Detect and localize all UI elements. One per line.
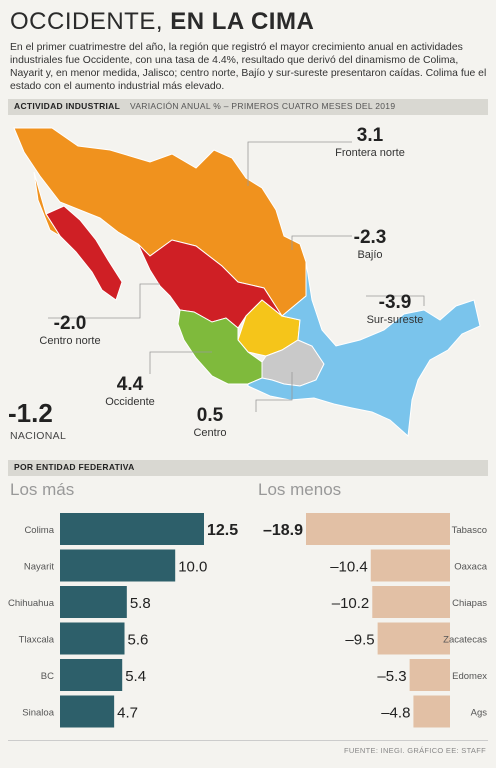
map-band-label: ACTIVIDAD INDUSTRIAL: [14, 101, 121, 111]
source-note: FUENTE: INEGI. GRÁFICO EE: STAFF: [344, 746, 486, 755]
map-section-band: ACTIVIDAD INDUSTRIAL VARIACIÓN ANUAL % –…: [8, 99, 488, 115]
leader-lines: [48, 141, 425, 412]
bar-mas-tlaxcala: [60, 622, 125, 655]
column-head-top: Los más: [10, 480, 75, 499]
bar-mas-bc: [60, 659, 123, 691]
region-label-frontera-norte: 3.1 Frontera norte: [335, 125, 405, 159]
region-label-centro: 0.5 Centro: [193, 405, 227, 439]
bar-menos-ags: [413, 695, 450, 728]
states-band-label: POR ENTIDAD FEDERATIVA: [14, 462, 135, 472]
data-label-menos: –10.4: [330, 559, 368, 576]
page-title: OCCIDENTE, EN LA CIMA: [10, 8, 314, 36]
category-label-menos: Ags: [471, 708, 488, 719]
bar-menos-oaxaca: [370, 549, 450, 582]
region-label-occidente: 4.4 Occidente: [105, 374, 155, 408]
mexico-map: [13, 127, 481, 438]
region-label-sur-sureste: -3.9 Sur-sureste: [366, 292, 424, 326]
data-label-menos: –18.9: [263, 522, 303, 539]
region-label-centro-norte: -2.0 Centro norte: [39, 313, 101, 347]
title-bold: EN LA CIMA: [170, 8, 315, 35]
region-sur-sureste: [247, 261, 481, 438]
category-label-menos: Oaxaca: [454, 562, 487, 573]
map-band-sub: VARIACIÓN ANUAL % – PRIMEROS CUATRO MESE…: [130, 101, 396, 111]
data-label-mas: 10.0: [178, 559, 207, 576]
category-label-mas: Sinaloa: [22, 708, 54, 719]
data-label-mas: 5.4: [125, 668, 146, 685]
footer-rule: [8, 740, 488, 741]
state-bar-charts: Colima 12.5 Nayarit 10.0 Chihuahua 5.8 Tlaxcal…: [8, 513, 488, 728]
national-value: -1.2: [8, 398, 53, 428]
data-label-menos: –5.3: [377, 668, 406, 685]
data-label-mas: 4.7: [117, 705, 138, 722]
data-label-menos: –10.2: [332, 595, 370, 612]
title-light: OCCIDENTE,: [10, 8, 164, 35]
region-label-bajio: -2.3 Bajío: [353, 227, 387, 261]
category-label-mas: Nayarit: [24, 562, 54, 573]
data-label-menos: –9.5: [345, 632, 374, 649]
intro-text: En el primer cuatrimestre del año, la re…: [10, 42, 487, 92]
national-label: NACIONAL: [10, 430, 67, 442]
bar-mas-colima: [60, 513, 204, 545]
bar-mas-nayarit: [60, 549, 176, 582]
data-label-mas: 12.5: [207, 522, 238, 539]
category-label-mas: Chihuahua: [8, 598, 55, 609]
bar-mas-chihuahua: [60, 586, 127, 618]
bar-menos-chiapas: [372, 586, 450, 618]
data-label-mas: 5.8: [130, 595, 151, 612]
data-label-mas: 5.6: [128, 632, 149, 649]
bar-menos-zacatecas: [377, 622, 450, 655]
column-head-bottom: Los menos: [258, 480, 342, 499]
region-baja: [45, 205, 123, 301]
bar-menos-edomex: [409, 659, 450, 691]
category-label-mas: Tlaxcala: [19, 635, 55, 646]
category-label-menos: Zacatecas: [443, 635, 487, 646]
category-label-menos: Tabasco: [452, 525, 487, 536]
region-baja-north: [33, 171, 61, 237]
states-section-band: POR ENTIDAD FEDERATIVA: [8, 460, 488, 476]
data-label-menos: –4.8: [381, 705, 410, 722]
category-label-menos: Chiapas: [452, 598, 487, 609]
category-label-mas: BC: [41, 671, 54, 682]
category-label-menos: Edomex: [452, 671, 487, 682]
bar-mas-sinaloa: [60, 695, 115, 728]
category-label-mas: Colima: [24, 525, 54, 536]
bar-menos-tabasco: [306, 513, 450, 545]
